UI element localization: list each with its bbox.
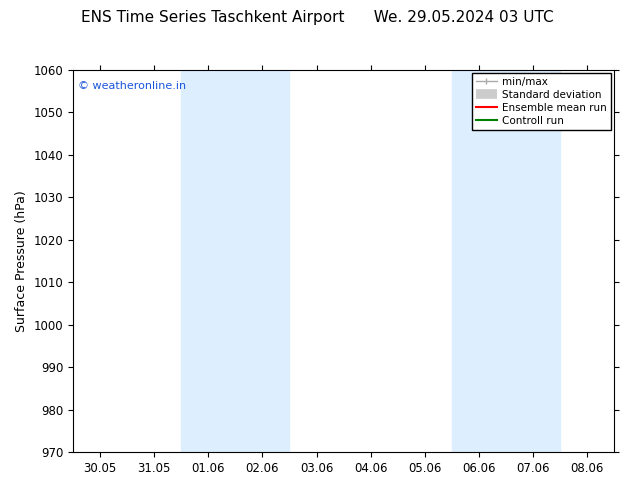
Legend: min/max, Standard deviation, Ensemble mean run, Controll run: min/max, Standard deviation, Ensemble me… [472, 73, 611, 130]
Text: © weatheronline.in: © weatheronline.in [79, 81, 186, 91]
Bar [452, 70, 560, 452]
Bar [181, 70, 290, 452]
Text: ENS Time Series Taschkent Airport      We. 29.05.2024 03 UTC: ENS Time Series Taschkent Airport We. 29… [81, 10, 553, 25]
Y-axis label: Surface Pressure (hPa): Surface Pressure (hPa) [15, 190, 28, 332]
